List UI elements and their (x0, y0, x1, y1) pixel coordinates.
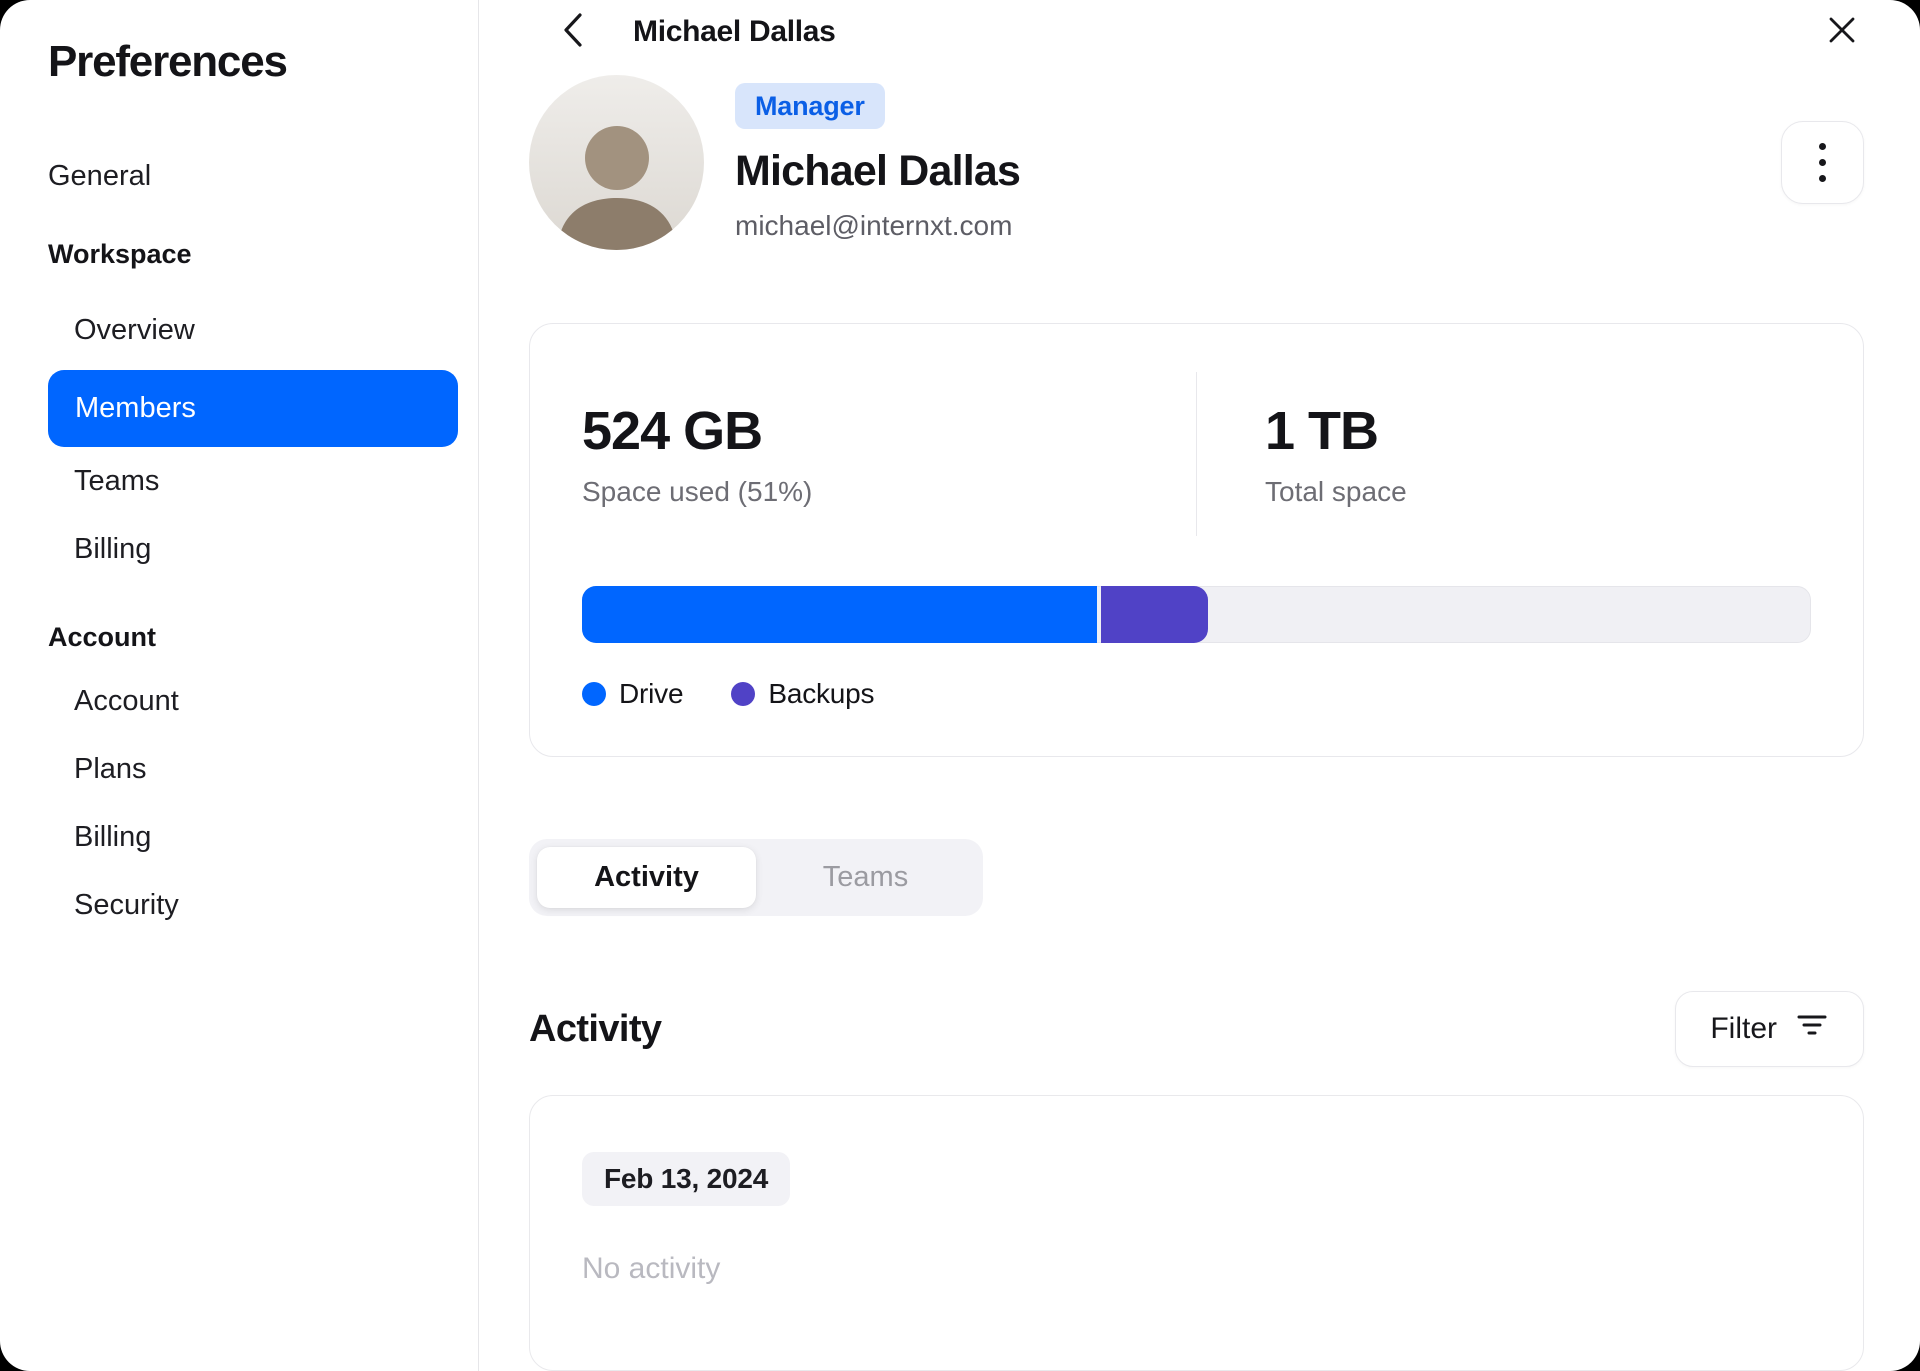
close-icon (1826, 14, 1858, 49)
storage-stats: 524 GB Space used (51%) 1 TB Total space (582, 372, 1811, 537)
profile-info: Manager Michael Dallas michael@internxt.… (735, 83, 1021, 242)
usage-legend: Drive Backups (582, 678, 1811, 710)
storage-usage-card: 524 GB Space used (51%) 1 TB Total space… (529, 323, 1864, 758)
profile-name: Michael Dallas (735, 147, 1021, 196)
sidebar-item-teams[interactable]: Teams (74, 464, 160, 497)
sidebar-item-general[interactable]: General (48, 159, 152, 192)
detail-tabs: Activity Teams (529, 839, 983, 917)
profile-section: Manager Michael Dallas michael@internxt.… (529, 75, 1864, 251)
total-space-value: 1 TB (1265, 401, 1379, 462)
sidebar-item-security[interactable]: Security (74, 888, 179, 921)
panel-header: Michael Dallas (529, 0, 1864, 63)
filter-lines-icon (1795, 1010, 1829, 1048)
usage-bar-backups (1101, 586, 1209, 644)
sidebar-item-overview[interactable]: Overview (74, 313, 195, 346)
back-button[interactable] (555, 12, 591, 52)
sidebar-item-plans[interactable]: Plans (74, 752, 147, 785)
total-space-label: Total space (1265, 476, 1407, 508)
sidebar-item-members[interactable]: Members (48, 370, 458, 447)
activity-date-badge: Feb 13, 2024 (582, 1152, 791, 1207)
activity-log-card: Feb 13, 2024 No activity (529, 1095, 1864, 1371)
legend-item-drive: Drive (582, 678, 684, 710)
member-detail-panel: Michael Dallas Manager Michael Dallas (479, 0, 1920, 1371)
sidebar-item-billing-workspace[interactable]: Billing (74, 532, 152, 565)
chevron-left-icon (562, 12, 584, 51)
legend-dot (582, 682, 606, 707)
panel-title: Michael Dallas (633, 14, 836, 48)
profile-email: michael@internxt.com (735, 210, 1013, 242)
sidebar-section-account: Account (48, 621, 156, 652)
usage-progress-bar (582, 586, 1811, 644)
legend-item-backups: Backups (731, 678, 875, 710)
close-button[interactable] (1820, 10, 1864, 54)
kebab-menu-button[interactable] (1781, 121, 1864, 205)
total-space-stat: 1 TB Total space (1197, 400, 1407, 508)
sidebar: Preferences General Workspace Overview M… (0, 0, 479, 1371)
role-badge: Manager (735, 83, 885, 130)
legend-dot (731, 682, 756, 707)
activity-header-row: Activity Filter (529, 991, 1864, 1068)
tab-activity[interactable]: Activity (537, 847, 756, 909)
person-silhouette-icon (556, 126, 677, 251)
tab-teams[interactable]: Teams (822, 861, 909, 894)
space-used-label: Space used (51%) (582, 476, 813, 508)
stats-divider (1196, 372, 1197, 537)
sidebar-nav: General Workspace Overview Members Teams… (48, 144, 478, 939)
usage-bar-drive (582, 586, 1098, 644)
sidebar-title: Preferences (48, 37, 288, 86)
space-used-value: 524 GB (582, 401, 763, 462)
avatar (529, 75, 704, 251)
kebab-menu-icon (1819, 143, 1826, 151)
space-used-stat: 524 GB Space used (51%) (582, 400, 1196, 508)
activity-heading: Activity (529, 1007, 662, 1050)
sidebar-item-account[interactable]: Account (74, 684, 179, 717)
activity-empty-state: No activity (582, 1252, 721, 1286)
filter-button-label: Filter (1710, 1012, 1777, 1046)
sidebar-item-billing-account[interactable]: Billing (74, 820, 152, 853)
sidebar-section-workspace: Workspace (48, 238, 192, 269)
filter-button[interactable]: Filter (1675, 991, 1864, 1068)
